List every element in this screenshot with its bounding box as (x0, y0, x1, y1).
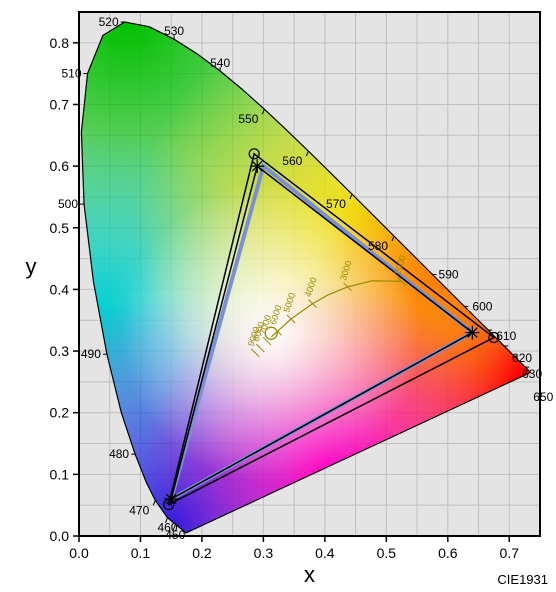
wavelength-label: 500 (58, 197, 78, 211)
wavelength-label: 650 (533, 390, 553, 404)
x-axis-label: x (304, 562, 315, 587)
x-tick-label: 0.3 (254, 545, 274, 561)
x-tick-label: 0.7 (500, 545, 520, 561)
y-tick-label: 0.2 (50, 405, 70, 421)
y-axis-label: y (26, 254, 37, 279)
wavelength-label: 510 (62, 67, 82, 81)
x-tick-label: 0.0 (69, 545, 89, 561)
wavelength-label: 550 (238, 112, 258, 126)
wavelength-label: 580 (368, 239, 388, 253)
wavelength-label: 570 (326, 197, 346, 211)
wavelength-label: 480 (109, 447, 129, 461)
x-tick-label: 0.6 (438, 545, 458, 561)
y-tick-label: 0.5 (50, 220, 70, 236)
credit-label: CIE1931 (497, 572, 548, 587)
wavelength-label: 620 (512, 351, 532, 365)
y-tick-label: 0.1 (50, 466, 70, 482)
wavelength-label: 540 (210, 56, 230, 70)
x-tick-label: 0.4 (315, 545, 335, 561)
wavelength-label: 470 (129, 503, 149, 517)
wavelength-label: 560 (282, 154, 302, 168)
wavelength-label: 590 (439, 267, 459, 281)
wavelength-label: 600 (472, 299, 492, 313)
cie1931-chart: 20003000400050006000700080009000 0.0 0.1 0.… (0, 0, 556, 592)
wavelength-label: 520 (99, 15, 119, 29)
y-tick-label: 0.7 (50, 96, 70, 112)
x-tick-label: 0.2 (192, 545, 212, 561)
x-tick-label: 0.5 (377, 545, 397, 561)
y-tick-label: 0.3 (50, 343, 70, 359)
wavelength-label: 490 (81, 347, 101, 361)
wavelength-label: 460 (157, 521, 177, 535)
wavelength-label: 630 (522, 367, 542, 381)
y-tick-label: 0.6 (50, 158, 70, 174)
y-tick-label: 0.0 (50, 528, 70, 544)
wavelength-label: 610 (496, 329, 516, 343)
y-tick-label: 0.4 (50, 281, 70, 297)
wavelength-label: 530 (164, 24, 184, 38)
x-tick-label: 0.1 (131, 545, 151, 561)
plot-area: 20003000400050006000700080009000 (79, 12, 540, 536)
y-tick-label: 0.8 (50, 35, 70, 51)
